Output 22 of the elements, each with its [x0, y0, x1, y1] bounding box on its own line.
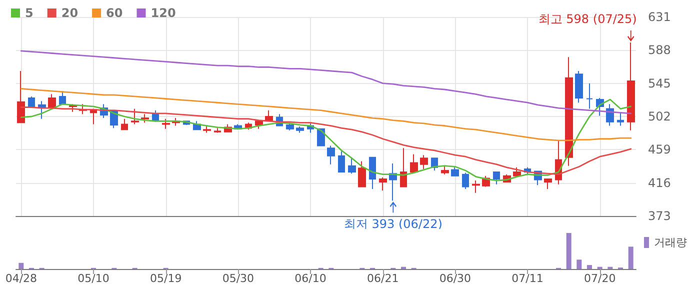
x-tick-label: 05/30 [222, 272, 254, 285]
x-tick-label: 07/20 [584, 272, 616, 285]
x-tick-label: 06/21 [366, 272, 399, 285]
x-tick-label: 05/10 [78, 272, 110, 285]
y-tick-label: 631 [648, 10, 671, 24]
legend-label: 60 [106, 6, 123, 20]
legend-label: 20 [61, 6, 78, 20]
y-tick-label: 502 [648, 110, 671, 124]
x-tick-label: 05/19 [150, 272, 182, 285]
x-tick-label: 04/28 [5, 272, 38, 285]
annotation: 최고 598 (07/25) [538, 12, 637, 26]
legend-label: 거래량 [654, 236, 687, 249]
y-tick-label: 373 [648, 209, 671, 223]
x-tick-label: 06/10 [294, 272, 326, 285]
y-tick-label: 416 [648, 176, 671, 190]
y-tick-label: 545 [648, 76, 671, 90]
y-tick-label: 459 [648, 142, 671, 157]
x-tick-label: 06/30 [439, 272, 472, 285]
legend-label: 120 [150, 6, 176, 20]
y-tick-label: 588 [648, 43, 671, 58]
legend-label: 5 [25, 6, 34, 20]
x-tick-label: 07/11 [512, 272, 544, 285]
